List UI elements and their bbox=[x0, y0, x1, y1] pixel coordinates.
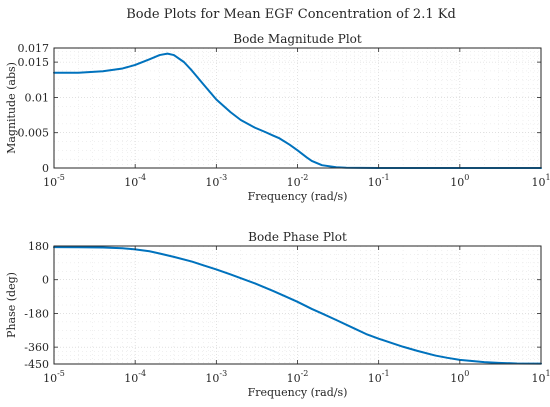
phase-x-tick-label: 10-5 bbox=[43, 369, 65, 385]
phase-plot-title: Bode Phase Plot bbox=[248, 230, 347, 244]
magnitude-x-tick-label: 10-3 bbox=[205, 173, 227, 189]
magnitude-x-tick-label: 10-4 bbox=[124, 173, 146, 189]
phase-x-axis-label: Frequency (rad/s) bbox=[248, 386, 348, 399]
magnitude-x-axis-label: Frequency (rad/s) bbox=[248, 190, 348, 203]
phase-x-tick-label: 10-1 bbox=[368, 369, 390, 385]
phase-x-tick-label: 10-4 bbox=[124, 369, 146, 385]
magnitude-y-tick-label: 0.017 bbox=[18, 42, 50, 55]
magnitude-y-tick-label: 0 bbox=[42, 162, 49, 175]
magnitude-y-tick-label: 0.01 bbox=[25, 91, 50, 104]
phase-y-axis-label: Phase (deg) bbox=[5, 272, 18, 338]
figure-title: Bode Plots for Mean EGF Concentration of… bbox=[126, 7, 456, 22]
phase-x-tick-label: 10-2 bbox=[287, 369, 309, 385]
phase-y-tick-label: -450 bbox=[24, 358, 49, 371]
magnitude-x-tick-label: 10-2 bbox=[287, 173, 309, 189]
phase-x-tick-label: 101 bbox=[531, 369, 550, 385]
magnitude-plot-title: Bode Magnitude Plot bbox=[233, 32, 362, 46]
magnitude-x-tick-label: 101 bbox=[531, 173, 550, 189]
phase-axes-frame bbox=[53, 245, 542, 365]
magnitude-series-line bbox=[53, 52, 542, 169]
phase-x-tick-label: 10-3 bbox=[205, 369, 227, 385]
magnitude-y-tick-label: 0.005 bbox=[18, 127, 50, 140]
magnitude-y-axis-label: Magnitude (abs) bbox=[5, 62, 18, 154]
phase-x-tick-label: 100 bbox=[450, 369, 469, 385]
magnitude-plot-panel: 10-5 10-4 10-3 10-2 10-1 100 101 0 0.005 0.01 0.01… bbox=[5, 32, 550, 203]
phase-series-line bbox=[53, 246, 542, 365]
phase-y-tick-label: -180 bbox=[24, 307, 49, 320]
magnitude-x-tick-label: 10-5 bbox=[43, 173, 65, 189]
magnitude-x-tick-label: 100 bbox=[450, 173, 469, 189]
magnitude-y-tick-label: 0.015 bbox=[18, 56, 50, 69]
phase-y-tick-label: 0 bbox=[42, 274, 49, 287]
phase-y-tick-label: -360 bbox=[24, 341, 49, 354]
phase-plot-panel: 10-5 10-4 10-3 10-2 10-1 100 101 180 0 -180 -360 -4… bbox=[5, 230, 550, 399]
magnitude-x-tick-label: 10-1 bbox=[368, 173, 390, 189]
phase-y-tick-label: 180 bbox=[28, 240, 49, 253]
